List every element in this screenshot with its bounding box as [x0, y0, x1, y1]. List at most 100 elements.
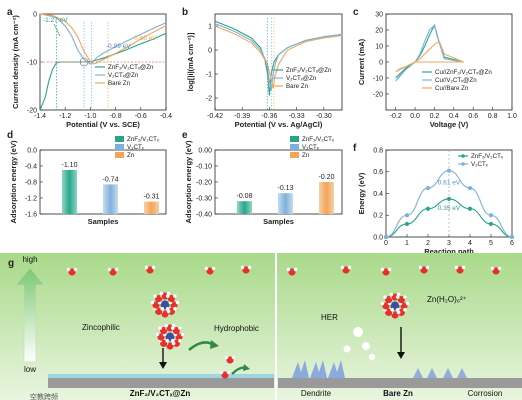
water-molecule-icon	[204, 266, 216, 275]
corrosion-spike	[427, 368, 437, 378]
legend-swatch	[290, 152, 299, 158]
legend-marker	[461, 162, 465, 166]
hydrogen-atom	[211, 266, 216, 271]
data-point	[509, 234, 515, 240]
x-tick-label: 1	[405, 240, 409, 247]
x-tick-label: -0.39	[234, 113, 250, 120]
hydrogen-atom	[497, 266, 502, 271]
arrowhead	[397, 352, 405, 359]
series-line-1	[39, 32, 167, 111]
panel-label: d	[7, 130, 13, 141]
hydrogen-atom	[387, 267, 392, 272]
chart-panel-e: 0.00 -0.10 -0.20 -0.30 -0.40 -0.08 -0.13 -0.20 S…	[184, 136, 343, 226]
hydrogen-atom	[425, 265, 430, 270]
x-tick-label: -1.0	[84, 113, 96, 120]
x-tick-label: -0.2	[390, 113, 402, 120]
x-tick-label: -0.33	[289, 113, 305, 120]
oxygen-atom	[175, 333, 183, 341]
x-tick-label: 1.0	[507, 113, 517, 120]
water-molecule-icon	[164, 323, 176, 332]
oxygen-atom	[157, 333, 165, 341]
panel-label: e	[182, 130, 188, 141]
legend-entry: ZnF₂/V₂CTₓ@Zn	[286, 67, 332, 74]
corrosion-spike	[457, 368, 467, 378]
watermark-text: 空教跨频	[30, 392, 58, 400]
legend-entry: Zn	[127, 152, 135, 159]
y-tick-label: -20	[373, 91, 383, 98]
crossing-marker	[79, 57, 89, 67]
hydrogen-atom	[380, 267, 385, 272]
legend-entry: ZnF₂/V₂CTₓ	[471, 153, 504, 160]
hydrogen-atom	[226, 370, 231, 375]
caption-bare-zn: Bare Zn	[383, 389, 413, 398]
arrowhead	[210, 340, 219, 349]
series-line-3	[39, 13, 167, 65]
corrosion-spike	[443, 368, 453, 378]
hydrogen-atom	[153, 294, 157, 298]
oxygen-atom	[397, 296, 405, 304]
x-tick-label: 4	[468, 240, 472, 247]
y-tick-label: -0.4	[25, 163, 37, 170]
oxygen-atom	[160, 339, 168, 347]
water-molecule-icon	[170, 326, 182, 335]
data-point	[467, 185, 473, 191]
water-molecule-icon	[219, 370, 231, 379]
bar	[144, 201, 159, 214]
water-molecule-icon	[165, 294, 177, 303]
water-molecule-icon	[454, 265, 466, 274]
annotation-blue: -0.99 eV	[106, 43, 131, 50]
panel-label: g	[8, 258, 14, 269]
hydrogen-atom	[403, 307, 407, 312]
legend-entry: V₂CTₓ	[127, 144, 145, 151]
legend-entry: Zn	[302, 152, 310, 159]
data-point	[446, 168, 452, 173]
oxygen-atom	[226, 356, 234, 364]
legend-entry: Cu//V₂CTₓ@Zn	[435, 77, 477, 84]
bar	[278, 193, 293, 214]
label-high: high	[22, 255, 37, 264]
y-tick-label: 20	[375, 27, 383, 34]
y-tick-label: 1	[208, 23, 212, 30]
x-tick-label: 2	[426, 240, 430, 247]
x-tick-label: 5	[489, 240, 493, 247]
y-tick-label: -1	[206, 71, 212, 78]
y-axis-label: Energy (eV)	[357, 172, 366, 214]
x-axis-label: Voltage (V)	[430, 120, 469, 129]
hydrogen-bubble-icon	[353, 327, 363, 337]
oxygen-atom	[397, 308, 405, 316]
x-tick-label: 6	[510, 240, 514, 247]
hydrogen-atom	[293, 267, 298, 272]
annotation-arrow	[53, 23, 61, 37]
water-molecule-icon	[107, 267, 119, 276]
oxygen-atom	[385, 296, 393, 304]
y-tick-label: 0.8	[373, 147, 383, 154]
x-tick-label: -0.6	[135, 113, 147, 120]
x-tick-label: 0.0	[410, 113, 420, 120]
hydrogen-bubble-icon	[343, 345, 351, 353]
water-molecule-icon	[418, 265, 430, 274]
hydrogen-atom	[175, 300, 180, 305]
hydrogen-atom	[389, 292, 394, 297]
hydrogen-atom	[160, 306, 165, 311]
legend-swatch	[115, 144, 124, 150]
x-tick-label: -0.4	[160, 113, 172, 120]
y-tick-label: -2	[206, 95, 212, 102]
arrowhead	[159, 362, 167, 369]
plot-frame	[214, 13, 343, 111]
chart-panel-c: -0.2 0.0 0.2 0.4 0.6 0.8 1.0 30 20 10 0 -10 -20 Volta…	[357, 11, 517, 129]
oxygen-atom	[160, 327, 168, 335]
hydrogen-bubble-icon	[362, 342, 370, 350]
dendrite-spike	[292, 360, 309, 378]
hydrogen-atom	[454, 265, 459, 270]
hydrogen-atom	[231, 355, 236, 360]
oxygen-atom	[382, 268, 390, 276]
data-point	[446, 196, 452, 202]
hydrogen-atom	[396, 310, 401, 315]
dendrite-spike	[328, 360, 345, 378]
hydrogen-atom	[171, 341, 176, 346]
oxygen-atom	[172, 339, 180, 347]
caption-dendrite: Dendrite	[301, 389, 332, 398]
panel-label: a	[7, 7, 13, 18]
oxygen-atom	[288, 268, 296, 276]
hydrogen-atom	[158, 326, 162, 330]
